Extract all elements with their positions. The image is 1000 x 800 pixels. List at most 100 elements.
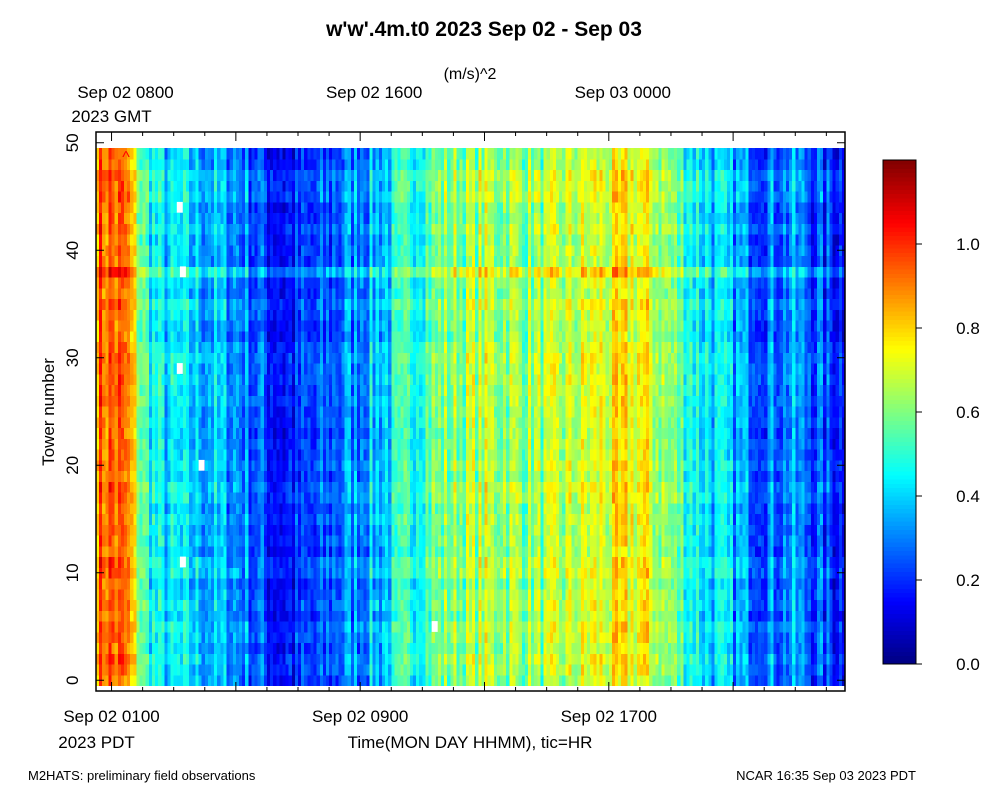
heatmap-cell (189, 502, 193, 515)
heatmap-cell (155, 664, 159, 676)
heatmap-cell (422, 653, 426, 665)
heatmap-cell (403, 610, 408, 622)
heatmap-cell (416, 524, 420, 536)
heatmap-cell (453, 610, 457, 622)
heatmap-cell (481, 524, 485, 536)
heatmap-cell (338, 567, 342, 579)
heatmap-cell (472, 459, 476, 472)
heatmap-cell (353, 492, 358, 504)
heatmap-cell (490, 513, 495, 525)
heatmap-cell (223, 481, 227, 493)
heatmap-cell (608, 459, 613, 472)
heatmap-cell (378, 513, 383, 525)
heatmap-cell (419, 674, 423, 687)
heatmap-cell (478, 459, 482, 472)
heatmap-cell (151, 502, 156, 515)
heatmap-cell (375, 492, 380, 504)
heatmap-cell (664, 535, 669, 547)
heatmap-cell (776, 588, 781, 601)
heatmap-cell (453, 642, 457, 654)
heatmap-cell (587, 621, 591, 633)
heatmap-cell (186, 610, 190, 622)
heatmap-cell (369, 502, 373, 515)
heatmap-cell (624, 545, 628, 558)
heatmap-cell (524, 459, 529, 472)
heatmap-cell (568, 502, 572, 515)
heatmap-cell (304, 513, 308, 525)
heatmap-cell (450, 642, 454, 654)
heatmap-cell (565, 470, 569, 482)
heatmap-cell (198, 674, 203, 687)
heatmap-cell (568, 567, 572, 579)
heatmap-cell (524, 631, 529, 644)
heatmap-cell (841, 664, 846, 676)
heatmap-cell (838, 621, 843, 633)
heatmap-cell (254, 610, 259, 622)
heatmap-cell (263, 578, 268, 590)
heatmap-cell (151, 621, 156, 633)
heatmap-cell (823, 556, 827, 568)
heatmap-cell (795, 631, 799, 644)
heatmap-cell (304, 524, 308, 536)
heatmap-cell (642, 513, 647, 525)
heatmap-cell (179, 642, 184, 654)
heatmap-cell (254, 664, 259, 676)
heatmap-cell (670, 642, 675, 654)
heatmap-cell (276, 599, 280, 611)
heatmap-cell (161, 513, 165, 525)
heatmap-cell (419, 545, 423, 558)
heatmap-cell (307, 674, 311, 687)
heatmap-cell (335, 556, 339, 568)
heatmap-cell (531, 470, 535, 482)
heatmap-cell (186, 664, 190, 676)
heatmap-cell (437, 556, 442, 568)
heatmap-cell (170, 470, 175, 482)
heatmap-cell (795, 642, 799, 654)
heatmap-cell (602, 556, 607, 568)
heatmap-cell (378, 642, 383, 654)
heatmap-cell (179, 567, 184, 579)
heatmap-cell (475, 502, 479, 515)
heatmap-cell (764, 599, 768, 611)
heatmap-cell (736, 492, 740, 504)
heatmap-cell (325, 653, 330, 665)
heatmap-cell (341, 535, 346, 547)
heatmap-cell (500, 621, 504, 633)
heatmap-cell (503, 459, 507, 472)
heatmap-cell (176, 481, 181, 493)
heatmap-cell (444, 556, 448, 568)
heatmap-cell (782, 492, 787, 504)
heatmap-cell (276, 578, 280, 590)
heatmap-cell (742, 481, 746, 493)
heatmap-cell (757, 535, 762, 547)
heatmap-cell (127, 524, 131, 536)
heatmap-cell (273, 674, 277, 687)
heatmap-cell (658, 524, 663, 536)
heatmap-cell (400, 470, 405, 482)
heatmap-cell (220, 459, 224, 472)
heatmap-cell (642, 664, 647, 676)
heatmap-cell (207, 674, 212, 687)
heatmap-cell (583, 642, 588, 654)
heatmap-cell (692, 492, 697, 504)
heatmap-cell (841, 502, 846, 515)
heatmap-cell (528, 588, 532, 601)
heatmap-cell (434, 653, 439, 665)
heatmap-cell (388, 513, 392, 525)
heatmap-cell (313, 578, 318, 590)
heatmap-cell (506, 556, 510, 568)
heatmap-cell (263, 621, 268, 633)
heatmap-cell (540, 470, 544, 482)
heatmap-cell (192, 524, 196, 536)
heatmap-cell (739, 653, 743, 665)
heatmap-cell (500, 481, 504, 493)
heatmap-cell (543, 653, 548, 665)
heatmap-cell (444, 545, 448, 558)
heatmap-cell (251, 470, 255, 482)
heatmap-cell (179, 653, 184, 665)
heatmap-cell (742, 599, 746, 611)
heatmap-cell (251, 535, 255, 547)
heatmap-cell (353, 545, 358, 558)
heatmap-cell (285, 524, 290, 536)
heatmap-cell (226, 664, 231, 676)
